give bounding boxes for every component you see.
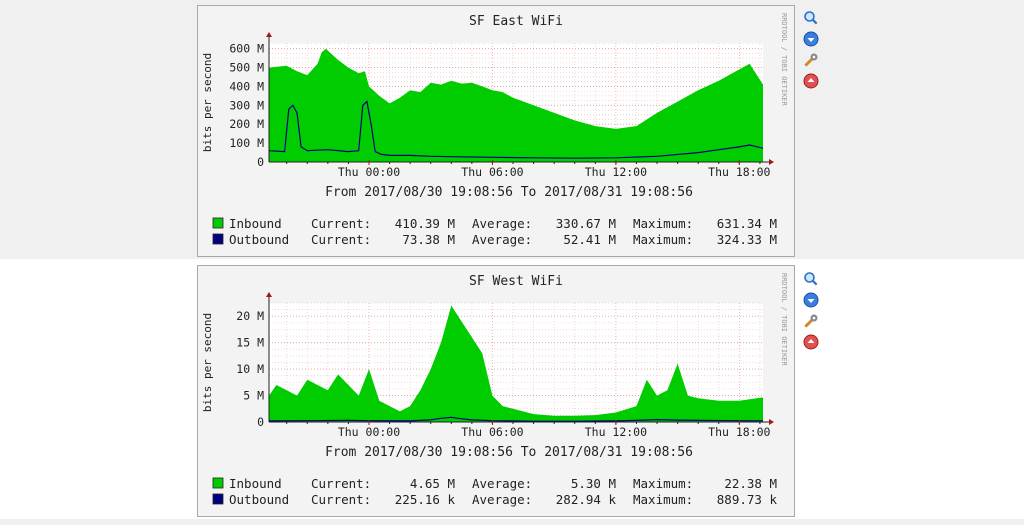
edit-icon[interactable] [803, 313, 819, 329]
rrdtool-credit: RRDTOOL / TOBI OETIKER [780, 273, 788, 367]
y-tick-label: 10 M [236, 362, 264, 376]
y-axis-arrow [266, 292, 272, 297]
edit-icon[interactable] [803, 52, 819, 68]
graph-band-3 [0, 519, 1024, 525]
legend-swatch-outbound [212, 233, 224, 245]
x-tick-label: Thu 12:00 [585, 425, 647, 439]
legend-current-label: Current: [311, 492, 371, 507]
legend-average-label: Average: [472, 492, 532, 507]
y-tick-label: 100 M [229, 136, 264, 150]
legend-average-label: Average: [472, 476, 532, 491]
date-range: From 2017/08/30 19:08:56 To 2017/08/31 1… [325, 185, 693, 200]
legend-swatch-inbound [212, 217, 224, 229]
graph-svg: Thu 00:00 Thu 06:00 Thu 12:00 Thu 18:00 0 100… [197, 5, 795, 257]
legend-current-value: 4.65 M [410, 476, 455, 491]
x-tick-label: Thu 12:00 [585, 165, 647, 179]
move-down-icon[interactable] [803, 31, 819, 47]
legend-name: Inbound [229, 476, 282, 491]
y-tick-label: 400 M [229, 79, 264, 93]
legend-average-label: Average: [472, 216, 532, 231]
legend-maximum-value: 631.34 M [717, 216, 777, 231]
legend-average-value: 52.41 M [563, 232, 616, 247]
legend-current-label: Current: [311, 232, 371, 247]
series-inbound-area [269, 48, 763, 163]
graph-title: SF East WiFi [469, 14, 563, 29]
x-tick-label: Thu 18:00 [708, 425, 770, 439]
x-tick-label: Thu 00:00 [338, 165, 400, 179]
legend-maximum-label: Maximum: [633, 476, 693, 491]
y-axis-label: bits per second [201, 313, 214, 412]
legend-maximum-label: Maximum: [633, 232, 693, 247]
legend-average-label: Average: [472, 232, 532, 247]
legend-name: Outbound [229, 492, 289, 507]
y-axis-arrow [266, 32, 272, 37]
y-axis-label: bits per second [201, 53, 214, 152]
y-tick-label: 0 [257, 155, 264, 169]
legend-average-value: 5.30 M [571, 476, 616, 491]
zoom-icon[interactable] [803, 271, 819, 287]
x-tick-label: Thu 06:00 [461, 425, 523, 439]
graph-svg: Thu 00:00 Thu 06:00 Thu 12:00 Thu 18:00 0 5 M… [197, 265, 795, 517]
move-down-icon[interactable] [803, 292, 819, 308]
legend-swatch-inbound [212, 477, 224, 489]
y-tick-label: 20 M [236, 309, 264, 323]
x-tick-label: Thu 00:00 [338, 425, 400, 439]
x-tick-label: Thu 06:00 [461, 165, 523, 179]
legend-current-value: 410.39 M [395, 216, 455, 231]
graph-panel-sf-east[interactable]: Thu 00:00 Thu 06:00 Thu 12:00 Thu 18:00 0 100… [197, 5, 795, 257]
x-axis-arrow [769, 159, 774, 165]
x-axis-arrow [769, 419, 774, 425]
y-tick-label: 200 M [229, 117, 264, 131]
graph-toolbar-2 [803, 271, 821, 355]
legend-current-label: Current: [311, 476, 371, 491]
y-tick-label: 5 M [243, 389, 264, 403]
legend-current-value: 225.16 k [395, 492, 456, 507]
series-outbound-line [268, 100, 764, 159]
legend-maximum-value: 889.73 k [717, 492, 778, 507]
legend-average-value: 330.67 M [556, 216, 616, 231]
date-range: From 2017/08/30 19:08:56 To 2017/08/31 1… [325, 445, 693, 460]
legend-current-value: 73.38 M [402, 232, 455, 247]
zoom-icon[interactable] [803, 10, 819, 26]
series-outbound-line [268, 416, 764, 422]
y-tick-label: 600 M [229, 42, 264, 56]
y-tick-label: 500 M [229, 61, 264, 75]
graph-toolbar-1 [803, 10, 821, 94]
series-inbound-area [269, 305, 763, 422]
legend-maximum-label: Maximum: [633, 492, 693, 507]
remove-icon[interactable] [803, 334, 819, 350]
legend-maximum-value: 22.38 M [724, 476, 777, 491]
legend-current-label: Current: [311, 216, 371, 231]
remove-icon[interactable] [803, 73, 819, 89]
graph-title: SF West WiFi [469, 274, 563, 289]
y-tick-label: 0 [257, 415, 264, 429]
graph-panel-sf-west[interactable]: Thu 00:00 Thu 06:00 Thu 12:00 Thu 18:00 0 5 M… [197, 265, 795, 517]
legend-name: Inbound [229, 216, 282, 231]
rrdtool-credit: RRDTOOL / TOBI OETIKER [780, 13, 788, 107]
x-tick-label: Thu 18:00 [708, 165, 770, 179]
legend-maximum-value: 324.33 M [717, 232, 777, 247]
legend-swatch-outbound [212, 493, 224, 505]
y-tick-label: 300 M [229, 98, 264, 112]
legend-name: Outbound [229, 232, 289, 247]
legend-maximum-label: Maximum: [633, 216, 693, 231]
legend-average-value: 282.94 k [556, 492, 617, 507]
y-tick-label: 15 M [236, 336, 264, 350]
